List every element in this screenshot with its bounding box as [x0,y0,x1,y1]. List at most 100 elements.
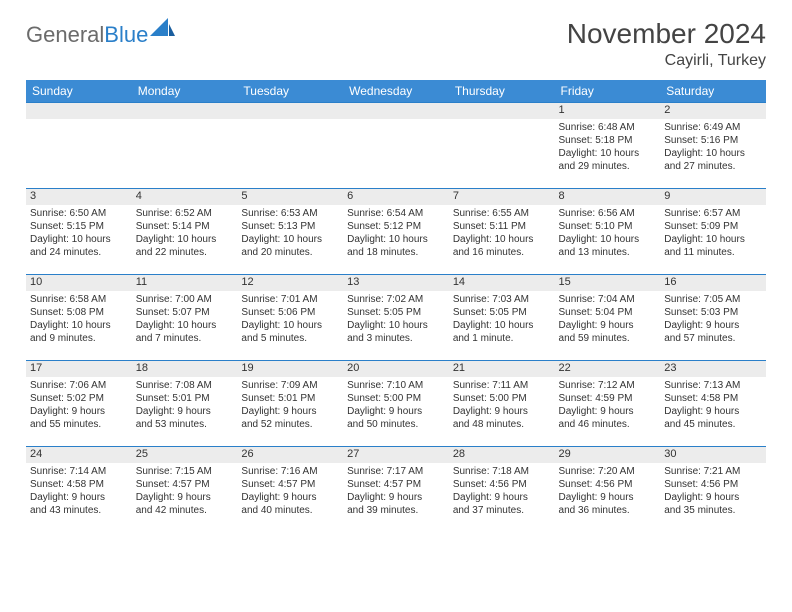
day-number-cell: 2 [660,103,766,119]
sunrise-text: Sunrise: 7:10 AM [347,379,445,392]
day-number-cell: 24 [26,447,132,463]
day-number-cell: 26 [237,447,343,463]
daylight-text-1: Daylight: 10 hours [664,147,762,160]
daylight-text-1: Daylight: 9 hours [241,491,339,504]
day-content-cell: Sunrise: 7:02 AMSunset: 5:05 PMDaylight:… [343,291,449,361]
day-content-cell: Sunrise: 7:01 AMSunset: 5:06 PMDaylight:… [237,291,343,361]
daylight-text-1: Daylight: 10 hours [347,319,445,332]
sunrise-text: Sunrise: 6:50 AM [30,207,128,220]
daylight-text-1: Daylight: 10 hours [30,319,128,332]
day-content-cell: Sunrise: 7:20 AMSunset: 4:56 PMDaylight:… [555,463,661,533]
sunset-text: Sunset: 5:14 PM [136,220,234,233]
day-content-cell [26,119,132,189]
daylight-text-1: Daylight: 10 hours [559,233,657,246]
sunrise-text: Sunrise: 7:11 AM [453,379,551,392]
daylight-text-1: Daylight: 9 hours [136,405,234,418]
daylight-text-1: Daylight: 9 hours [30,405,128,418]
daylight-text-2: and 59 minutes. [559,332,657,345]
day-content-cell: Sunrise: 6:48 AMSunset: 5:18 PMDaylight:… [555,119,661,189]
sunset-text: Sunset: 5:05 PM [453,306,551,319]
day-number-cell: 16 [660,275,766,291]
sunrise-text: Sunrise: 7:08 AM [136,379,234,392]
day-content-cell: Sunrise: 7:21 AMSunset: 4:56 PMDaylight:… [660,463,766,533]
daylight-text-1: Daylight: 10 hours [241,233,339,246]
day-content-cell: Sunrise: 7:11 AMSunset: 5:00 PMDaylight:… [449,377,555,447]
day-content-cell: Sunrise: 6:57 AMSunset: 5:09 PMDaylight:… [660,205,766,275]
logo-part1: General [26,22,104,47]
day-number-cell [449,103,555,119]
daylight-text-1: Daylight: 9 hours [559,405,657,418]
sunrise-text: Sunrise: 7:02 AM [347,293,445,306]
day-number-row: 10111213141516 [26,275,766,291]
daylight-text-2: and 27 minutes. [664,160,762,173]
sunset-text: Sunset: 5:11 PM [453,220,551,233]
logo-part2: Blue [104,22,148,47]
daylight-text-1: Daylight: 9 hours [241,405,339,418]
daylight-text-1: Daylight: 9 hours [30,491,128,504]
daylight-text-1: Daylight: 9 hours [559,491,657,504]
sunrise-text: Sunrise: 7:12 AM [559,379,657,392]
day-content-cell: Sunrise: 6:56 AMSunset: 5:10 PMDaylight:… [555,205,661,275]
daylight-text-2: and 57 minutes. [664,332,762,345]
sunrise-text: Sunrise: 7:05 AM [664,293,762,306]
day-content-cell: Sunrise: 7:08 AMSunset: 5:01 PMDaylight:… [132,377,238,447]
sunrise-text: Sunrise: 7:13 AM [664,379,762,392]
day-content-cell [132,119,238,189]
daylight-text-2: and 42 minutes. [136,504,234,517]
sunset-text: Sunset: 5:09 PM [664,220,762,233]
day-number-cell: 20 [343,361,449,377]
month-title: November 2024 [567,18,766,50]
day-content-cell: Sunrise: 7:05 AMSunset: 5:03 PMDaylight:… [660,291,766,361]
sunrise-text: Sunrise: 7:01 AM [241,293,339,306]
daylight-text-1: Daylight: 9 hours [664,491,762,504]
daylight-text-2: and 9 minutes. [30,332,128,345]
daylight-text-2: and 29 minutes. [559,160,657,173]
day-number-cell: 17 [26,361,132,377]
sunrise-text: Sunrise: 7:03 AM [453,293,551,306]
daylight-text-2: and 39 minutes. [347,504,445,517]
sunset-text: Sunset: 5:04 PM [559,306,657,319]
daylight-text-2: and 13 minutes. [559,246,657,259]
daylight-text-2: and 1 minute. [453,332,551,345]
day-content-cell: Sunrise: 6:54 AMSunset: 5:12 PMDaylight:… [343,205,449,275]
weekday-header: Tuesday [237,80,343,103]
daylight-text-2: and 16 minutes. [453,246,551,259]
day-content-cell: Sunrise: 7:09 AMSunset: 5:01 PMDaylight:… [237,377,343,447]
sunrise-text: Sunrise: 7:21 AM [664,465,762,478]
sunset-text: Sunset: 4:59 PM [559,392,657,405]
day-content-cell: Sunrise: 7:12 AMSunset: 4:59 PMDaylight:… [555,377,661,447]
daylight-text-2: and 45 minutes. [664,418,762,431]
day-content-cell: Sunrise: 6:55 AMSunset: 5:11 PMDaylight:… [449,205,555,275]
daylight-text-2: and 35 minutes. [664,504,762,517]
sunset-text: Sunset: 4:56 PM [559,478,657,491]
daylight-text-2: and 46 minutes. [559,418,657,431]
day-number-row: 17181920212223 [26,361,766,377]
title-block: November 2024 Cayirli, Turkey [567,18,766,70]
sunrise-text: Sunrise: 7:20 AM [559,465,657,478]
daylight-text-2: and 20 minutes. [241,246,339,259]
sunset-text: Sunset: 5:07 PM [136,306,234,319]
day-content-cell: Sunrise: 6:49 AMSunset: 5:16 PMDaylight:… [660,119,766,189]
daylight-text-2: and 22 minutes. [136,246,234,259]
sunrise-text: Sunrise: 7:17 AM [347,465,445,478]
sunset-text: Sunset: 4:56 PM [453,478,551,491]
day-number-cell: 30 [660,447,766,463]
daylight-text-2: and 48 minutes. [453,418,551,431]
sunset-text: Sunset: 5:13 PM [241,220,339,233]
sunrise-text: Sunrise: 7:16 AM [241,465,339,478]
daylight-text-1: Daylight: 9 hours [347,405,445,418]
day-number-cell: 25 [132,447,238,463]
sunset-text: Sunset: 5:18 PM [559,134,657,147]
sunset-text: Sunset: 5:02 PM [30,392,128,405]
sunset-text: Sunset: 4:57 PM [136,478,234,491]
sunrise-text: Sunrise: 6:52 AM [136,207,234,220]
day-number-cell: 11 [132,275,238,291]
day-content-row: Sunrise: 7:14 AMSunset: 4:58 PMDaylight:… [26,463,766,533]
sunrise-text: Sunrise: 7:15 AM [136,465,234,478]
daylight-text-2: and 53 minutes. [136,418,234,431]
sunset-text: Sunset: 4:57 PM [241,478,339,491]
day-content-row: Sunrise: 6:50 AMSunset: 5:15 PMDaylight:… [26,205,766,275]
day-number-row: 3456789 [26,189,766,205]
day-content-cell: Sunrise: 6:53 AMSunset: 5:13 PMDaylight:… [237,205,343,275]
day-number-cell: 18 [132,361,238,377]
